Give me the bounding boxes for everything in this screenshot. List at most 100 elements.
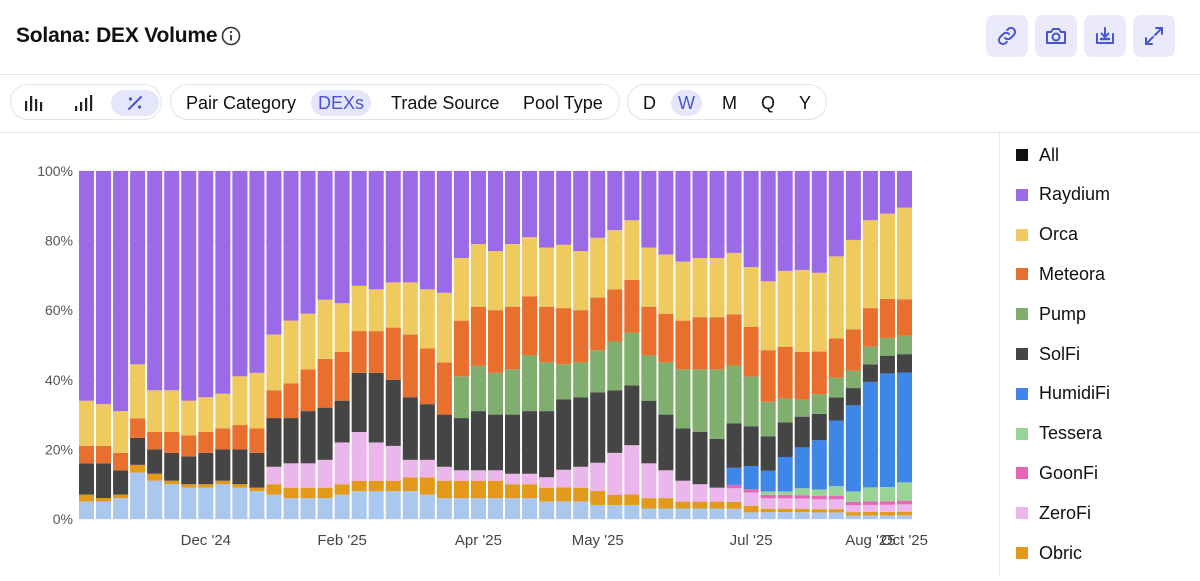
bar-segment-goonfi	[794, 495, 810, 499]
legend-label: Raydium	[1039, 184, 1111, 205]
period-month[interactable]: M	[722, 93, 737, 113]
bar-segment-goonfi	[879, 501, 895, 505]
bar-segment-solfi	[743, 426, 759, 466]
bar-segment-orca	[419, 289, 435, 349]
legend-item-meteora[interactable]: Meteora	[1016, 262, 1105, 286]
legend-label: Pump	[1039, 303, 1087, 324]
period-day[interactable]: D	[643, 93, 656, 113]
bar-segment-meteora	[130, 418, 146, 438]
bar-segment-goonfi	[726, 484, 742, 489]
bar-segment-obric	[351, 480, 367, 492]
bar-segment-pump	[862, 346, 878, 365]
bar-segment-pump	[726, 365, 742, 424]
legend-item-tessera[interactable]: Tessera	[1016, 422, 1102, 446]
tab-pool-type[interactable]: Pool Type	[523, 93, 603, 113]
bar-segment-orca	[334, 303, 350, 352]
bar-segment-goonfi	[743, 489, 759, 493]
download-button[interactable]	[1084, 15, 1126, 57]
bar-segment-other	[300, 498, 316, 519]
bar-segment-obric	[147, 473, 163, 481]
screenshot-button[interactable]	[1035, 15, 1077, 57]
tab-pair-category[interactable]: Pair Category	[186, 93, 297, 113]
bar-segment-orca	[130, 364, 146, 419]
bar-segment-solfi	[573, 397, 589, 467]
bar-segment-orca	[896, 207, 912, 300]
bar-segment-zerofi	[607, 452, 623, 495]
bar-segment-orca	[743, 267, 759, 327]
download-icon	[1096, 27, 1114, 44]
legend-label: All	[1039, 144, 1060, 165]
legend-item-zerofi[interactable]: ZeroFi	[1016, 501, 1091, 525]
bar-segment-obric	[692, 501, 708, 509]
bar-segment-meteora	[436, 362, 452, 415]
bar-segment-solfi	[590, 392, 606, 463]
legend-item-all[interactable]: All	[1016, 143, 1059, 167]
legend-item-solfi[interactable]: SolFi	[1016, 342, 1080, 366]
legend-swatch	[1016, 507, 1028, 520]
bar-segment-meteora	[283, 383, 299, 419]
bar-segment-meteora	[709, 317, 725, 370]
bar-segment-other	[845, 515, 861, 519]
tab-trade-source[interactable]: Trade Source	[391, 93, 500, 113]
legend-item-orca[interactable]: Orca	[1016, 223, 1078, 247]
period-week[interactable]: W	[671, 90, 702, 116]
bar-segment-other	[317, 498, 333, 519]
bar-segment-other	[675, 508, 691, 519]
bar-segment-solfi	[692, 432, 708, 485]
legend-item-goonfi[interactable]: GoonFi	[1016, 461, 1098, 485]
bar-segment-other	[470, 498, 486, 519]
bar-segment-tessera	[896, 482, 912, 501]
grouping-selector: Pair Category DEXs Trade Source Pool Typ…	[170, 84, 620, 120]
period-quarter[interactable]: Q	[761, 93, 776, 113]
bar-segment-other	[368, 491, 384, 519]
legend-item-humidifi[interactable]: HumidiFi	[1016, 382, 1110, 406]
bar-segment-raydium	[232, 171, 248, 377]
percent-mode-button[interactable]	[111, 90, 159, 116]
bar-segment-raydium	[385, 171, 401, 283]
bar-segment-zerofi	[845, 505, 861, 513]
bar-segment-other	[453, 498, 469, 519]
bar-segment-meteora	[317, 358, 333, 408]
bar-segment-solfi	[522, 411, 538, 474]
fullscreen-button[interactable]	[1133, 15, 1175, 57]
legend-item-raydium[interactable]: Raydium	[1016, 183, 1110, 207]
bar-segment-humidifi	[760, 470, 776, 492]
bar-segment-zerofi	[487, 470, 504, 481]
bar-segment-other	[402, 491, 418, 519]
bar-segment-other	[539, 501, 555, 519]
legend-label: HumidiFi	[1039, 383, 1111, 404]
stacked-bars-button[interactable]	[69, 90, 97, 116]
bar-segment-meteora	[658, 313, 674, 363]
bar-segment-obric	[470, 480, 486, 499]
bar-segment-tessera	[828, 486, 844, 497]
copy-link-button[interactable]	[986, 15, 1028, 57]
period-year[interactable]: Y	[799, 93, 812, 113]
bar-segment-solfi	[215, 449, 231, 481]
expand-icon	[1145, 27, 1163, 45]
tab-dexs[interactable]: DEXs	[311, 90, 372, 116]
bar-segment-zerofi	[402, 459, 418, 478]
bar-segment-zerofi	[300, 463, 316, 488]
bar-segment-zerofi	[573, 466, 589, 488]
bar-segment-orca	[351, 285, 367, 332]
bar-segment-solfi	[334, 400, 350, 443]
grouped-bars-button[interactable]	[19, 90, 47, 116]
bar-segment-raydium	[794, 171, 810, 270]
legend-item-pump[interactable]: Pump	[1016, 302, 1086, 326]
bar-segment-raydium	[896, 171, 912, 208]
bar-segment-solfi	[453, 418, 469, 471]
bar-segment-raydium	[811, 171, 827, 273]
bar-segment-zerofi	[470, 470, 486, 481]
bar-segment-meteora	[794, 351, 810, 400]
bar-segment-obric	[283, 487, 299, 499]
info-icon[interactable]	[221, 26, 241, 46]
bar-segment-orca	[522, 237, 538, 297]
bar-segment-orca	[760, 281, 776, 351]
bar-segment-meteora	[607, 289, 623, 342]
bar-segment-zerofi	[505, 473, 521, 485]
legend-item-obric[interactable]: Obric	[1016, 541, 1082, 565]
chart-area: 0% 20% 40% 60% 80% 100% Dec '24 Feb '25 Apr '25 M…	[0, 133, 998, 576]
bar-segment-orca	[181, 400, 197, 436]
bar-segment-obric	[453, 480, 469, 499]
bar-segment-tessera	[811, 489, 827, 497]
